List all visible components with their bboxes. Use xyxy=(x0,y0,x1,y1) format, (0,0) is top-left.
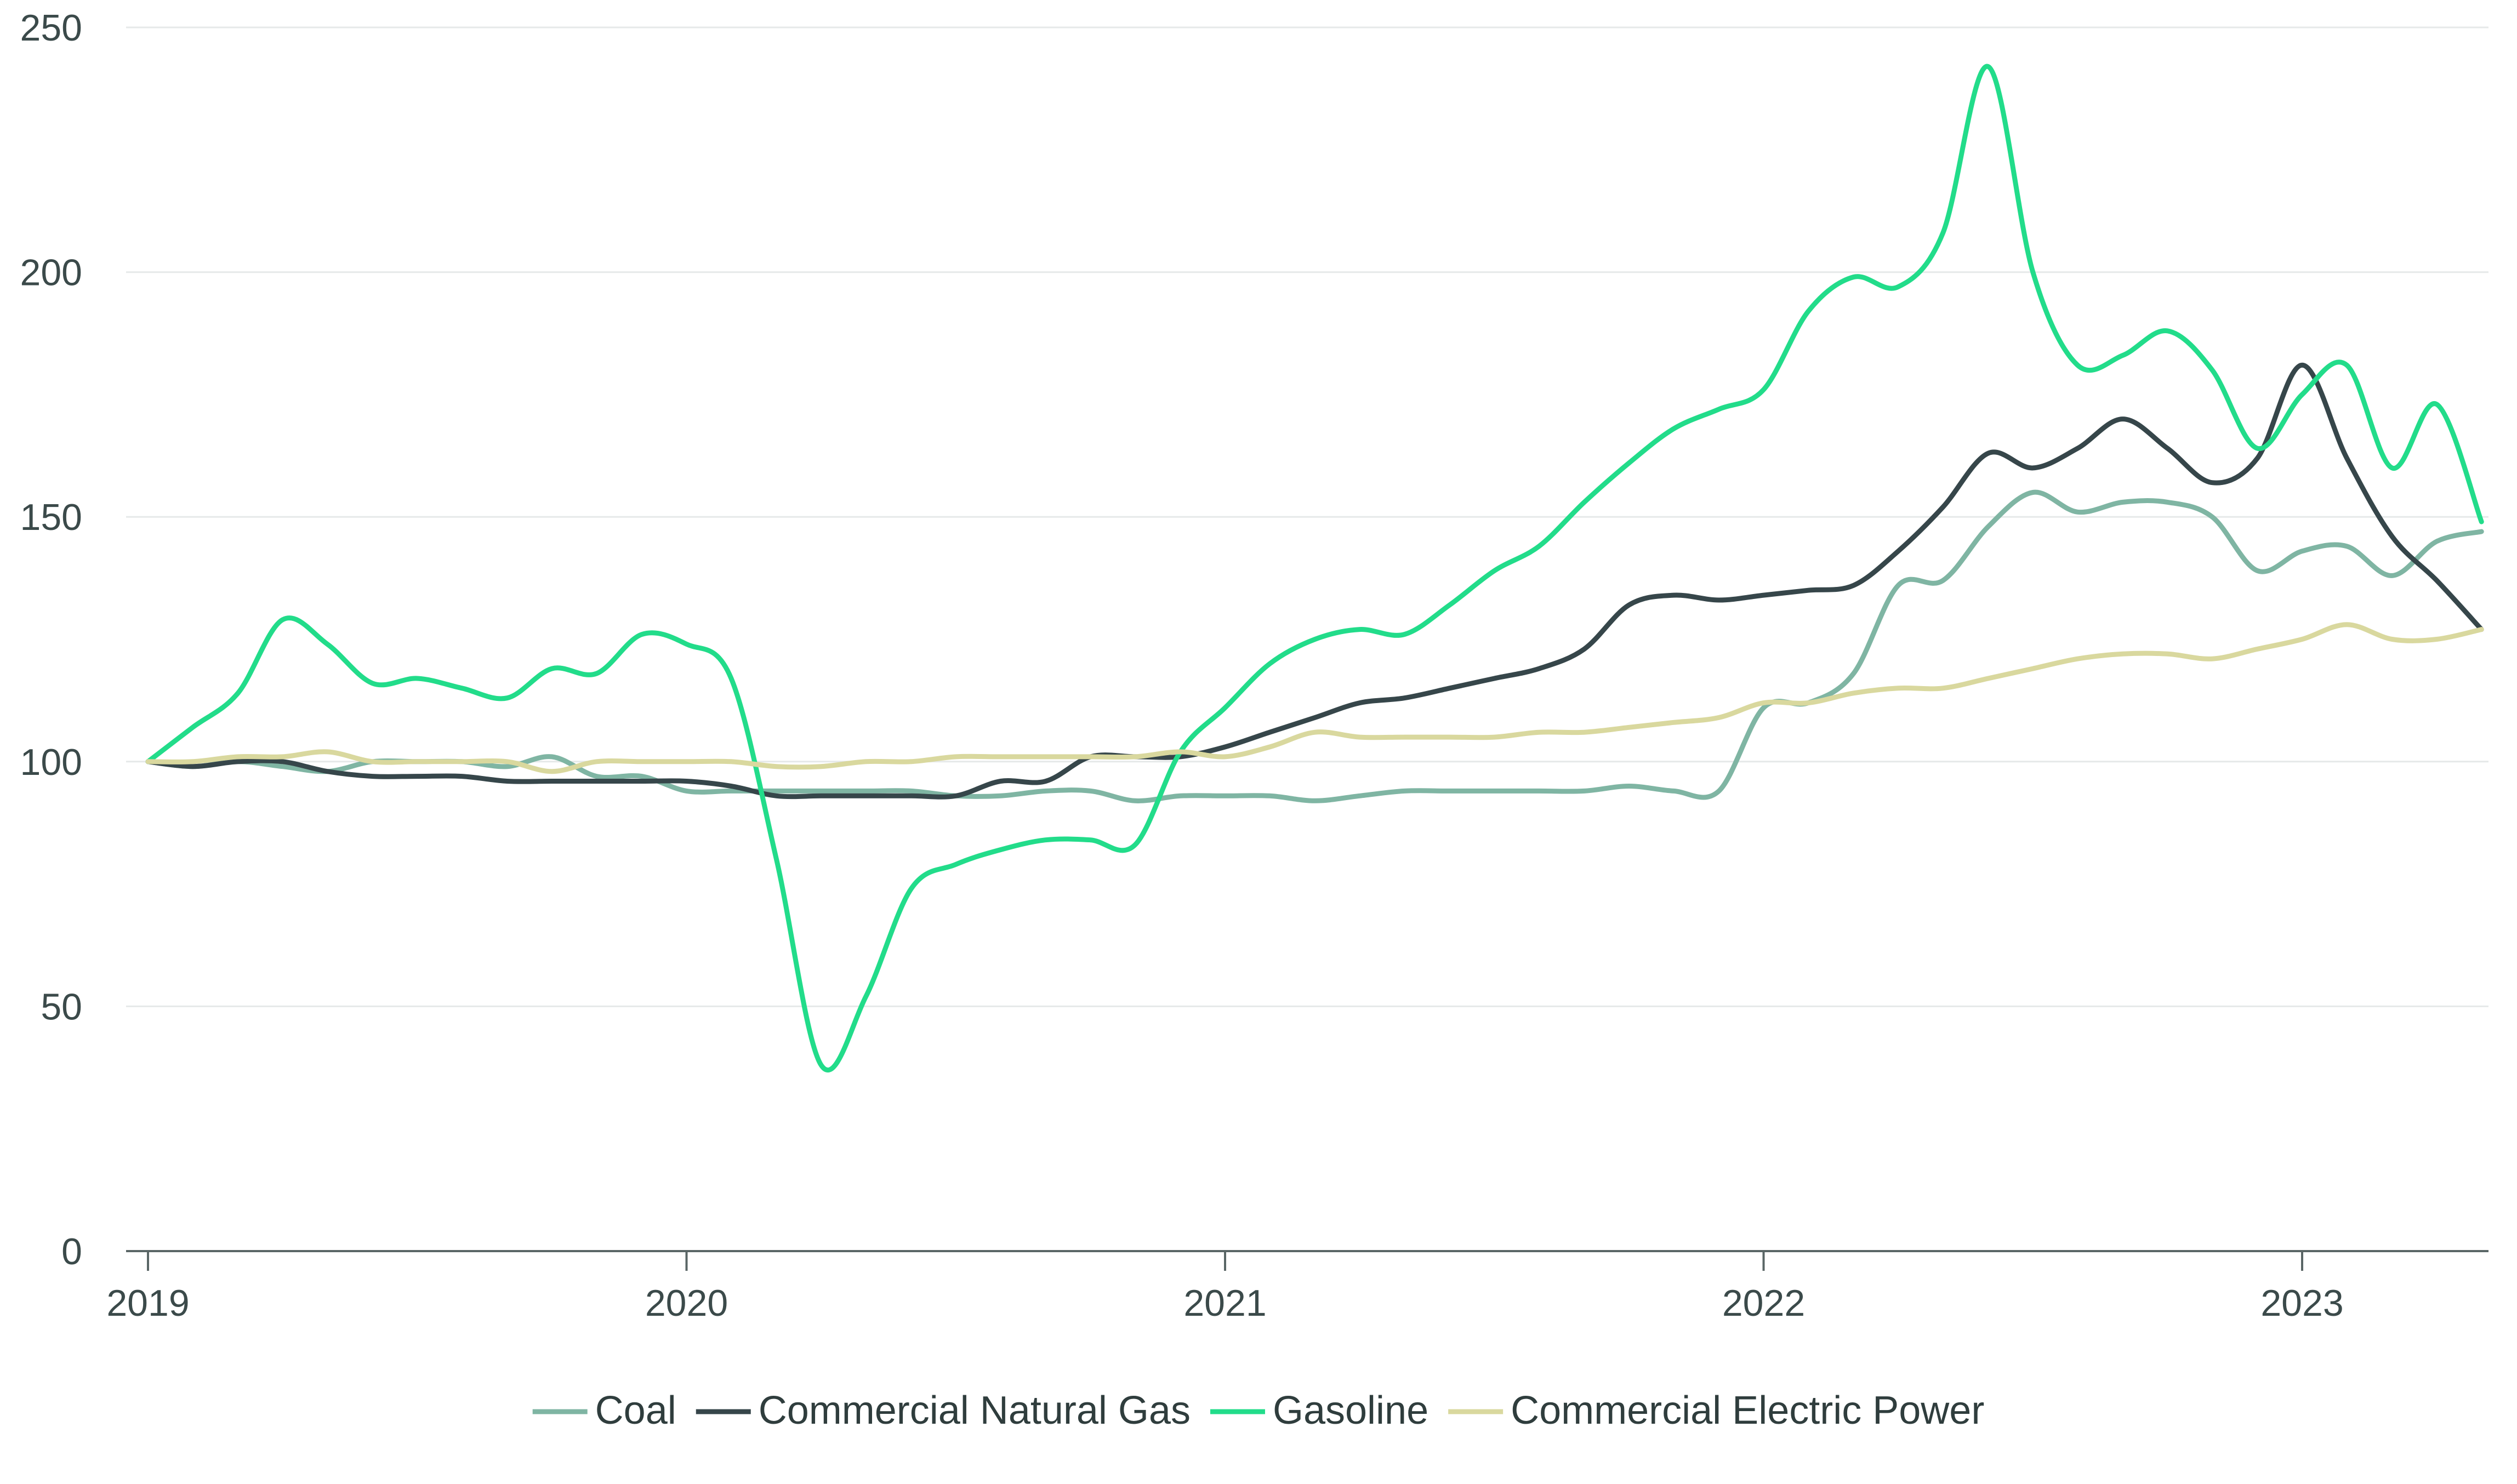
series-lines xyxy=(145,64,2484,1072)
legend-label-commercial-natural-gas: Commercial Natural Gas xyxy=(759,1389,1191,1432)
y-axis-ticks: 0 50 100 150 200 250 xyxy=(20,7,82,1272)
series-line-coal xyxy=(145,489,2484,803)
legend-label-coal: Coal xyxy=(595,1389,676,1432)
y-tick-label-50: 50 xyxy=(41,986,82,1028)
series-line-commercial-electric-power xyxy=(145,622,2484,774)
legend: Coal Commercial Natural Gas Gasoline Commer… xyxy=(532,1389,1984,1432)
x-tick-label-2022: 2022 xyxy=(1722,1282,1805,1324)
legend-label-commercial-electric-power: Commercial Electric Power xyxy=(1511,1389,1984,1432)
series-line-gasoline xyxy=(145,64,2484,1072)
series-line-commercial-natural-gas xyxy=(145,362,2484,800)
x-tick-label-2023: 2023 xyxy=(2260,1282,2343,1324)
x-axis-ticks: 2019 2020 2021 2022 2023 xyxy=(106,1251,2344,1324)
y-tick-label-100: 100 xyxy=(20,741,82,783)
x-tick-label-2020: 2020 xyxy=(645,1282,728,1324)
legend-label-gasoline: Gasoline xyxy=(1273,1389,1428,1432)
y-tick-label-200: 200 xyxy=(20,252,82,294)
x-tick-label-2021: 2021 xyxy=(1183,1282,1266,1324)
y-tick-label-0: 0 xyxy=(61,1231,82,1272)
y-tick-label-250: 250 xyxy=(20,7,82,49)
x-tick-label-2019: 2019 xyxy=(106,1282,189,1324)
y-tick-label-150: 150 xyxy=(20,496,82,538)
grid-lines xyxy=(126,26,2488,1007)
